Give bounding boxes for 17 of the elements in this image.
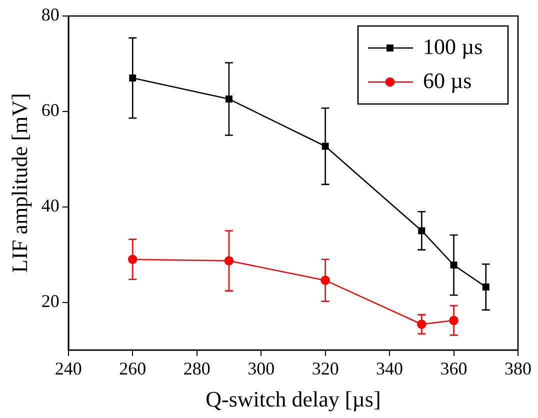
y-tick-label: 80: [41, 4, 60, 25]
y-axis-title: LIF amplitude [mV]: [6, 93, 32, 273]
point: [225, 96, 232, 102]
y-tick-label: 20: [41, 291, 60, 312]
x-tick-label: 360: [440, 358, 468, 379]
x-tick-label: 320: [312, 358, 339, 379]
legend-label: 100 µs: [423, 34, 483, 59]
x-tick-label: 240: [54, 358, 82, 379]
y-tick-label: 60: [41, 100, 60, 120]
x-tick-label: 380: [504, 358, 532, 379]
x-axis-title: Q-switch delay [µs]: [206, 386, 381, 412]
x-tick-label: 300: [248, 358, 275, 379]
x-tick-label: 340: [376, 358, 404, 379]
x-tick-label: 260: [119, 358, 146, 379]
x-tick-label: 280: [183, 358, 210, 379]
legend-label: 60 µs: [423, 68, 472, 93]
y-tick-label: 40: [41, 196, 60, 216]
